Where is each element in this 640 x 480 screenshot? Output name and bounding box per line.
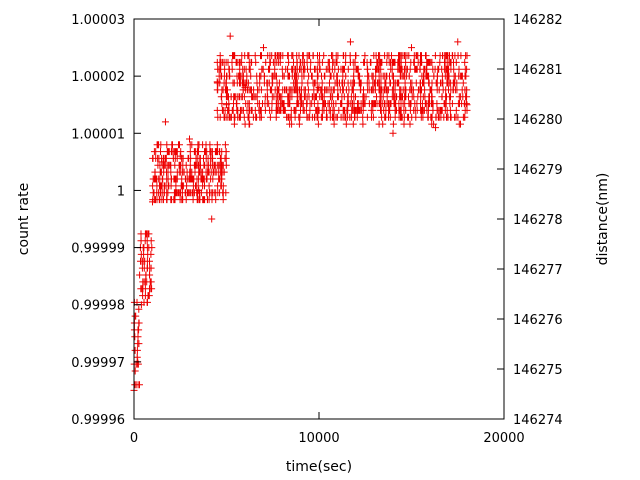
y-tick-label: 0.99996 [71, 413, 125, 428]
y-tick-label: 1.00003 [71, 13, 125, 28]
y2-tick-label: 146276 [513, 313, 563, 328]
axis-tick-labels: 0 10000 20000 0.99996 0.99997 0.99998 0.99999 1… [71, 13, 562, 446]
y2-tick-label: 146275 [513, 363, 563, 378]
data-point [226, 32, 234, 40]
data-point [260, 44, 267, 52]
y2-tick-label: 146274 [513, 413, 563, 428]
data-point [208, 215, 216, 223]
y-tick-label: 0.99997 [71, 356, 125, 371]
data-point [158, 158, 166, 166]
y-axis-title: count rate [16, 183, 32, 255]
data-point [346, 38, 354, 46]
x-tick-label: 10000 [298, 431, 339, 446]
y-tick-label: 1 [117, 184, 125, 199]
x-tick-label: 0 [130, 431, 138, 446]
x-tick-label: 20000 [483, 431, 524, 446]
data-point [463, 101, 471, 109]
data-point [186, 135, 193, 143]
data-point [176, 152, 184, 160]
data-point [454, 38, 462, 46]
y2-tick-label: 146280 [513, 113, 563, 128]
data-point [315, 84, 323, 92]
y2-tick-label: 146277 [513, 263, 563, 278]
data-point [223, 101, 230, 109]
y-tick-label: 1.00001 [71, 127, 125, 142]
y2-tick-label: 146282 [513, 13, 563, 28]
x-axis-title: time(sec) [286, 459, 352, 475]
axis-ticks [133, 18, 505, 420]
data-point [195, 186, 203, 194]
data-point [213, 78, 221, 86]
y2-axis-title: distance(nm) [595, 173, 611, 266]
y-tick-label: 0.99999 [71, 242, 125, 257]
y2-tick-label: 146278 [513, 213, 563, 228]
data-point [145, 244, 153, 252]
data-point [149, 198, 156, 206]
y2-tick-label: 146279 [513, 163, 563, 178]
data-point [161, 118, 169, 126]
data-points [130, 32, 471, 394]
data-point [432, 124, 440, 132]
y-tick-label: 0.99998 [71, 299, 125, 314]
data-point [408, 44, 415, 52]
data-point [389, 129, 397, 137]
y-tick-label: 1.00002 [71, 70, 125, 85]
data-point [241, 84, 249, 92]
y2-tick-label: 146281 [513, 63, 563, 78]
